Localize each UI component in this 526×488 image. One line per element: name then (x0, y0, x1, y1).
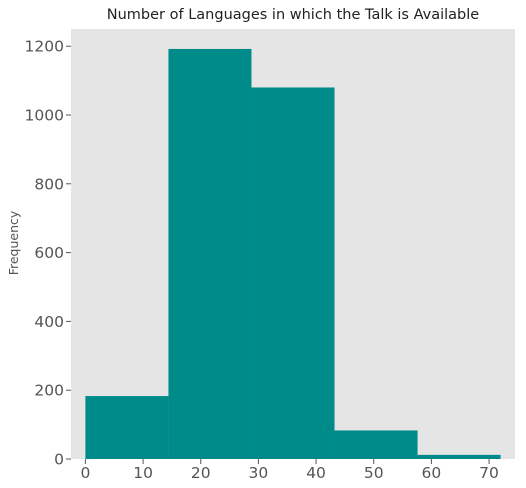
x-tick-label: 30 (249, 464, 269, 482)
histogram-bar (251, 87, 335, 459)
y-tick-label: 400 (34, 313, 64, 331)
y-tick-label: 800 (34, 175, 64, 193)
histogram-bar (168, 48, 252, 460)
histogram-bar (334, 430, 418, 459)
x-tick-label: 10 (133, 464, 153, 482)
x-tick-label: 20 (191, 464, 211, 482)
x-tick-label: 40 (306, 464, 326, 482)
y-tick-label: 0 (54, 451, 64, 469)
y-tick-label: 600 (34, 244, 64, 262)
histogram-bar (417, 454, 501, 459)
x-tick-label: 60 (422, 464, 442, 482)
x-tick-label: 0 (80, 464, 90, 482)
y-tick-label: 200 (34, 382, 64, 400)
chart-title: Number of Languages in which the Talk is… (107, 7, 480, 23)
x-tick-label: 50 (364, 464, 384, 482)
x-tick-label: 70 (479, 464, 499, 482)
y-tick-label: 1000 (25, 107, 64, 125)
y-tick-label: 1200 (25, 38, 64, 56)
y-axis-label: Frequency (6, 210, 21, 275)
histogram-bar (85, 396, 169, 459)
